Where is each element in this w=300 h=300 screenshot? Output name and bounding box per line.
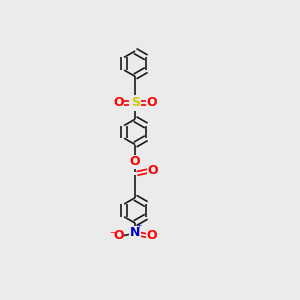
Text: S: S <box>130 97 140 110</box>
Text: O: O <box>113 229 124 242</box>
Text: O: O <box>130 155 140 168</box>
Text: O: O <box>113 96 124 109</box>
Text: O: O <box>147 229 157 242</box>
Text: $^-$: $^-$ <box>108 230 116 240</box>
Text: O: O <box>147 96 157 109</box>
Text: N: N <box>130 226 140 239</box>
Text: $^+$: $^+$ <box>135 223 143 233</box>
Text: O: O <box>147 164 158 177</box>
